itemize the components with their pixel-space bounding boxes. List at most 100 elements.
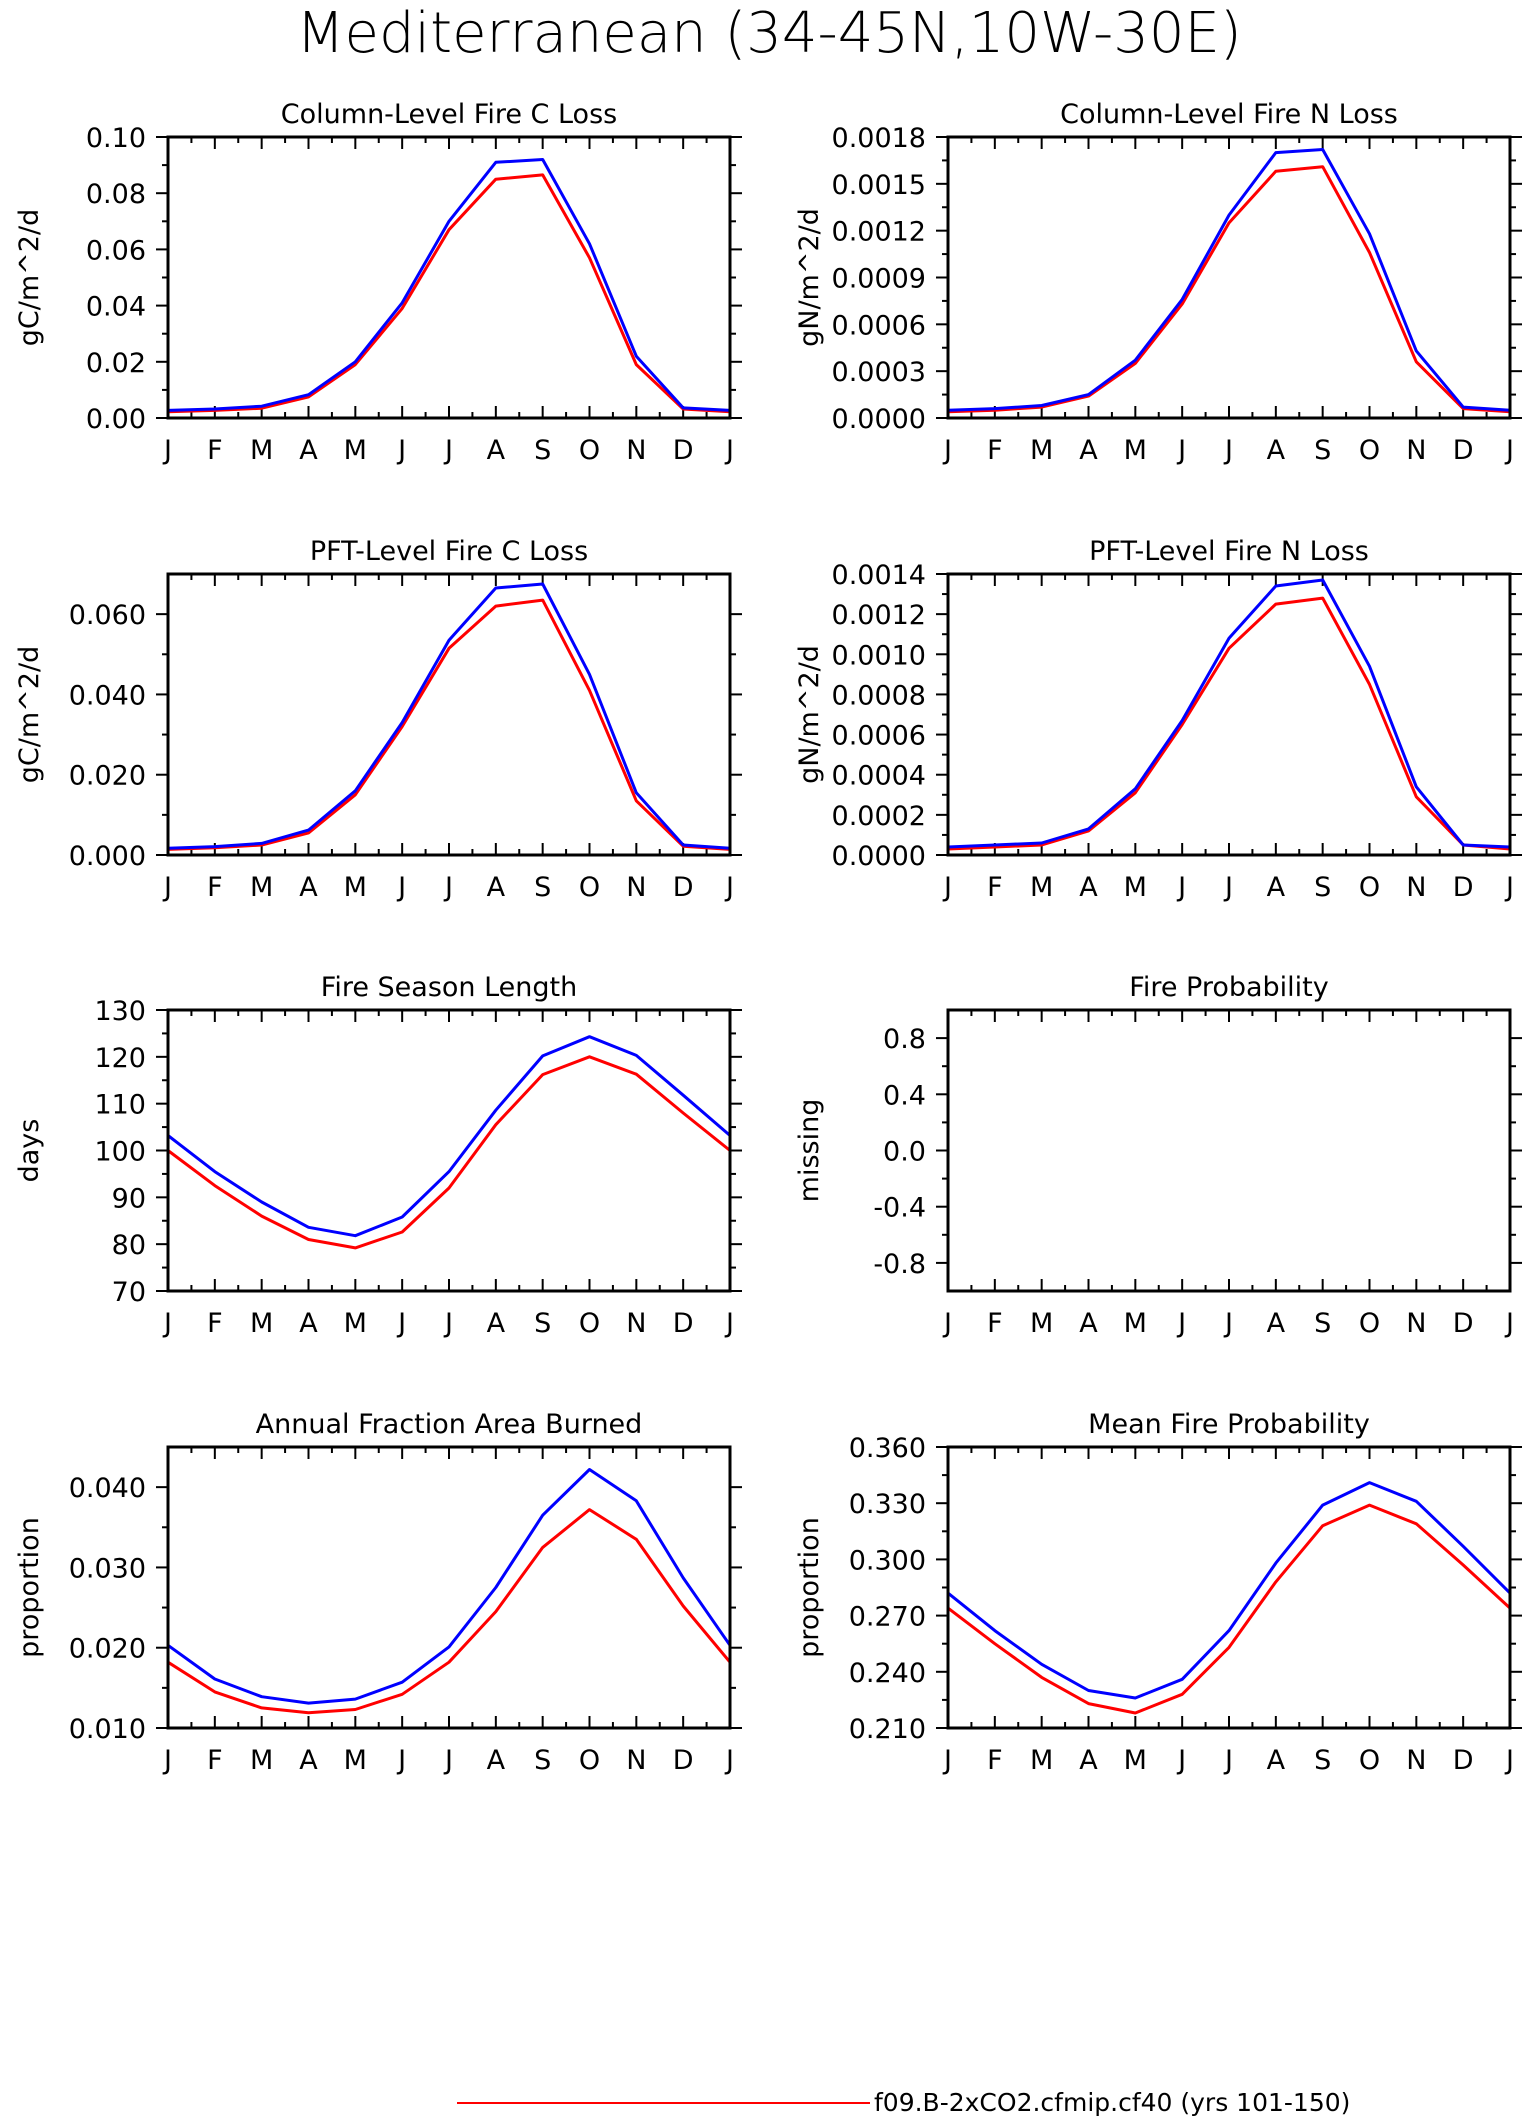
y-tick-label: 0.04 <box>86 292 146 323</box>
x-tick-label: A <box>299 872 318 903</box>
y-tick-label: 0.240 <box>849 1658 926 1689</box>
x-tick-label: O <box>1359 1308 1380 1339</box>
x-tick-label: D <box>673 435 694 466</box>
x-tick-label: O <box>1359 872 1380 903</box>
panel-title: Mean Fire Probability <box>1088 1409 1370 1440</box>
y-tick-label: 0.010 <box>69 1714 146 1745</box>
x-tick-label: J <box>1176 1745 1186 1776</box>
y-axis-label: proportion <box>14 1517 45 1658</box>
y-tick-label: 130 <box>94 996 146 1027</box>
x-tick-label: A <box>1079 1308 1098 1339</box>
legend: f09.B-2xCO2.cfmip.cf40 (yrs 101-150) <box>457 2088 1350 2117</box>
y-tick-label: 0.0012 <box>832 600 926 631</box>
y-tick-label: 0.06 <box>86 235 146 266</box>
y-tick-label: 0.300 <box>849 1545 926 1576</box>
y-tick-label: 0.08 <box>86 179 146 210</box>
y-tick-label: 0.020 <box>69 1634 146 1665</box>
x-tick-label: J <box>443 872 453 903</box>
x-tick-label: S <box>1314 435 1331 466</box>
x-tick-label: M <box>1124 1308 1147 1339</box>
figure-title: Mediterranean (34-45N,10W-30E) <box>296 1 1242 66</box>
series-line <box>947 578 1511 849</box>
series-line <box>167 173 731 414</box>
legend-label: f09.B-2xCO2.cfmip.cf40 (yrs 101-150) <box>874 2088 1350 2117</box>
plot-frame <box>946 135 1512 420</box>
x-tick-label: S <box>534 435 551 466</box>
y-axis-label: missing <box>794 1099 825 1203</box>
x-tick-label: J <box>1176 872 1186 903</box>
y-tick-label: 0.060 <box>69 600 146 631</box>
y-tick-label: 0.0012 <box>832 217 926 248</box>
y-axis-label: gN/m^2/d <box>794 645 825 784</box>
x-tick-label: J <box>443 1308 453 1339</box>
plot-frame <box>166 135 732 420</box>
x-tick-label: A <box>487 435 506 466</box>
x-tick-label: A <box>1079 872 1098 903</box>
x-tick-label: M <box>1124 435 1147 466</box>
x-tick-label: M <box>250 1308 273 1339</box>
x-tick-label: N <box>1406 1745 1426 1776</box>
x-tick-label: S <box>1314 1308 1331 1339</box>
x-tick-label: A <box>487 1745 506 1776</box>
y-tick-label: 120 <box>94 1043 146 1074</box>
y-tick-label: 0.040 <box>69 680 146 711</box>
x-tick-label: A <box>1267 1745 1286 1776</box>
x-tick-label: D <box>1453 1745 1474 1776</box>
x-tick-label: J <box>396 1308 406 1339</box>
y-tick-label: 0.00 <box>86 404 146 435</box>
x-tick-label: J <box>1504 1308 1514 1339</box>
x-tick-label: D <box>673 1308 694 1339</box>
x-tick-label: J <box>162 435 172 466</box>
x-tick-label: M <box>1124 872 1147 903</box>
x-tick-label: J <box>1504 435 1514 466</box>
y-tick-label: 0.210 <box>849 1714 926 1745</box>
y-tick-label: 0.10 <box>86 123 146 154</box>
y-tick-label: 0.02 <box>86 348 146 379</box>
y-tick-label: 0.330 <box>849 1489 926 1520</box>
x-tick-label: J <box>1223 435 1233 466</box>
x-tick-label: A <box>1079 1745 1098 1776</box>
y-tick-label: 0.0004 <box>832 761 926 792</box>
panel-title: Fire Probability <box>1129 972 1329 1003</box>
y-tick-label: 80 <box>112 1230 146 1261</box>
y-tick-label: -0.8 <box>873 1249 926 1280</box>
x-tick-label: F <box>987 1308 1003 1339</box>
x-tick-label: F <box>207 872 223 903</box>
x-tick-label: J <box>396 1745 406 1776</box>
x-tick-label: A <box>299 1308 318 1339</box>
x-tick-label: A <box>1079 435 1098 466</box>
y-tick-label: 0.0 <box>883 1137 926 1168</box>
x-tick-label: F <box>987 1745 1003 1776</box>
y-axis-label: gC/m^2/d <box>14 646 45 783</box>
x-tick-label: M <box>344 1308 367 1339</box>
y-tick-label: 0.8 <box>883 1024 926 1055</box>
y-axis-label: gC/m^2/d <box>14 209 45 346</box>
x-tick-label: S <box>534 872 551 903</box>
x-tick-label: F <box>987 872 1003 903</box>
x-tick-label: S <box>1314 872 1331 903</box>
plot-frame <box>166 1445 732 1730</box>
y-tick-label: 0.0014 <box>832 560 926 591</box>
series-line <box>167 1055 731 1250</box>
x-tick-label: M <box>344 435 367 466</box>
x-tick-label: J <box>162 1308 172 1339</box>
y-tick-label: 0.360 <box>849 1433 926 1464</box>
x-tick-label: N <box>626 872 646 903</box>
series-line <box>167 598 731 851</box>
x-tick-label: J <box>942 435 952 466</box>
y-tick-label: 90 <box>112 1183 146 1214</box>
x-tick-label: A <box>299 1745 318 1776</box>
x-tick-label: A <box>487 872 506 903</box>
x-tick-label: J <box>1223 1745 1233 1776</box>
x-tick-label: A <box>1267 872 1286 903</box>
x-tick-label: M <box>250 1745 273 1776</box>
series-line <box>167 1508 732 1715</box>
series-line <box>167 158 731 412</box>
